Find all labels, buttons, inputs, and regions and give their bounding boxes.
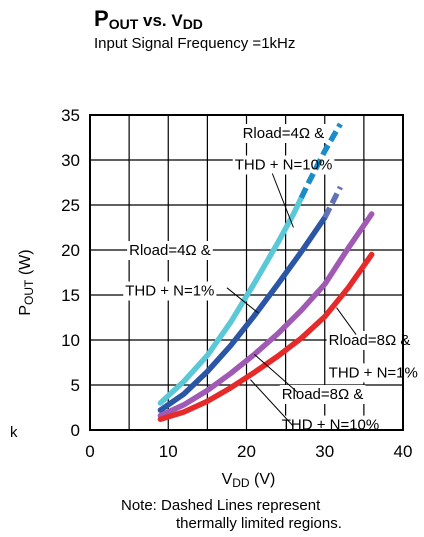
annotation-bg bbox=[326, 363, 420, 383]
leader-line bbox=[336, 307, 357, 335]
annotation-bg bbox=[240, 124, 327, 143]
chart-title: POUT vs. VDD bbox=[94, 6, 203, 32]
series-dashed-2 bbox=[322, 185, 343, 219]
y-tick-label: 35 bbox=[61, 106, 80, 125]
annotation-label: THD + N=10% bbox=[282, 417, 380, 434]
series-dashed-1 bbox=[298, 122, 343, 199]
leader-line bbox=[253, 354, 298, 393]
x-tick-label: 20 bbox=[237, 442, 256, 461]
x-tick-label: 30 bbox=[315, 442, 334, 461]
series-line-2 bbox=[157, 214, 328, 413]
annotation-label: THD + N=1% bbox=[125, 283, 214, 300]
note-line-1: Note: Dashed Lines represent bbox=[121, 497, 321, 514]
series-line-1 bbox=[157, 195, 305, 406]
annotation-bg bbox=[232, 155, 335, 175]
y-tick-label: 5 bbox=[71, 376, 80, 395]
annotation-labels: Rload=4Ω & THD + N=10% Rload=4Ω & THD + N=1… bbox=[125, 125, 418, 434]
x-tick-label: 0 bbox=[85, 442, 94, 461]
annotation-label: THD + N=1% bbox=[329, 364, 418, 381]
y-tick-label: 10 bbox=[61, 331, 80, 350]
x-tick-label: 10 bbox=[159, 442, 178, 461]
annotation-label: Rload=4Ω & bbox=[129, 242, 211, 259]
chart-subtitle: Input Signal Frequency =1kHz bbox=[94, 35, 296, 52]
annotation-label: Rload=8Ω & bbox=[282, 386, 364, 403]
cropped-side-text: k bbox=[10, 424, 18, 441]
annotation-label: Rload=8Ω & bbox=[329, 332, 411, 349]
x-tick-label: 40 bbox=[394, 442, 413, 461]
leader-line bbox=[250, 379, 294, 427]
title-vdd-subscript: DD bbox=[182, 16, 203, 32]
annotation-bg bbox=[279, 385, 366, 404]
y-axis-label: POUT (W) bbox=[17, 249, 36, 315]
annotation-label: THD + N=10% bbox=[235, 157, 333, 174]
y-tick-label: 20 bbox=[61, 241, 80, 260]
y-tick-label: 15 bbox=[61, 286, 80, 305]
y-tick-label: 30 bbox=[61, 151, 80, 170]
note-line-2: thermally limited regions. bbox=[176, 515, 342, 532]
series-line-3 bbox=[157, 211, 375, 419]
annotation-bg bbox=[127, 241, 213, 260]
tick-labels: 0 10 20 30 40 0 5 10 15 20 25 30 35 bbox=[61, 106, 412, 461]
plot-frame bbox=[89, 114, 404, 431]
annotation-bg bbox=[123, 281, 217, 301]
leader-line bbox=[271, 173, 294, 228]
y-tick-label: 25 bbox=[61, 196, 80, 215]
y-tick-label: 0 bbox=[71, 421, 80, 440]
title-pout-subscript: OUT bbox=[108, 16, 139, 32]
annotation-label: Rload=4Ω & bbox=[243, 125, 325, 142]
leader-line bbox=[226, 287, 259, 314]
annotation-bg bbox=[326, 331, 413, 350]
x-axis-label: VDD (V) bbox=[222, 471, 276, 490]
chart-note: Note: Dashed Lines represent thermally l… bbox=[121, 497, 342, 533]
annotation-leader-lines bbox=[226, 173, 357, 427]
